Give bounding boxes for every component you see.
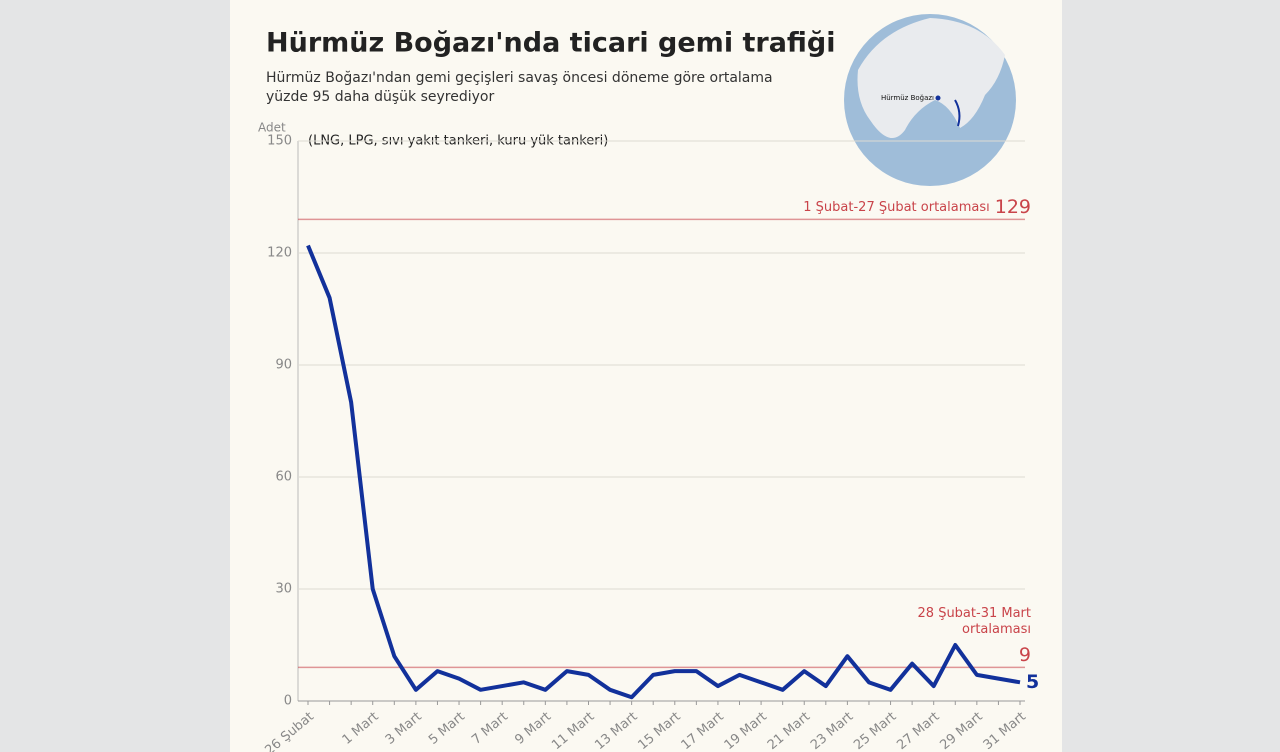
series-line (306, 244, 1021, 700)
globe-land (857, 18, 1005, 138)
reference-value: 9 (1019, 644, 1031, 666)
y-tick-label: 0 (284, 694, 292, 709)
reference-value: 129 (995, 196, 1031, 218)
y-tick-label: 150 (267, 134, 292, 149)
end-value-label: 5 (1026, 671, 1039, 693)
reference-label: ortalaması (962, 622, 1031, 637)
y-axis-label: Adet (258, 121, 286, 135)
reference-label: 28 Şubat-31 Mart (918, 606, 1031, 621)
y-tick-label: 60 (275, 470, 292, 485)
chart-title: Hürmüz Boğazı'nda ticari gemi trafiği (266, 28, 836, 59)
subtitle: yüzde 95 daha düşük seyrediyor (266, 89, 494, 105)
subtitle: Hürmüz Boğazı'ndan gemi geçişleri savaş … (266, 70, 773, 86)
globe-arrow (954, 99, 961, 127)
y-tick-label: 90 (275, 358, 292, 373)
globe-marker (935, 95, 941, 101)
y-tick-label: 120 (267, 246, 292, 261)
y-tick-label: 30 (275, 582, 292, 597)
map-label: Hürmüz Boğazı (881, 94, 934, 102)
reference-label: 1 Şubat-27 Şubat ortalaması (803, 200, 989, 215)
globe: Hürmüz Boğazı (844, 14, 1016, 186)
